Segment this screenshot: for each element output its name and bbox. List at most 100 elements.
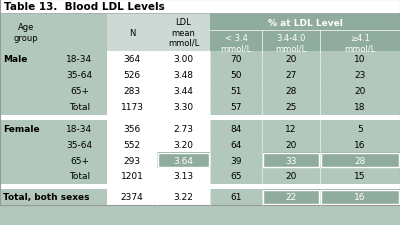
Bar: [262, 68, 320, 84]
Text: 16: 16: [354, 140, 366, 149]
Text: 3.4-4.0
mmol/L: 3.4-4.0 mmol/L: [275, 34, 307, 54]
Text: Table 13.  Blood LDL Levels: Table 13. Blood LDL Levels: [4, 2, 165, 12]
Text: LDL
mean
mmol/L: LDL mean mmol/L: [168, 18, 199, 48]
Text: 25: 25: [285, 103, 297, 112]
Text: 65+: 65+: [70, 87, 89, 96]
Bar: [320, 120, 400, 136]
Bar: [320, 84, 400, 99]
Bar: [320, 52, 400, 68]
Text: Female: Female: [3, 124, 40, 133]
Text: 20: 20: [354, 87, 366, 96]
Text: 65+: 65+: [70, 156, 89, 165]
Text: 27: 27: [285, 71, 297, 80]
Bar: [262, 99, 320, 115]
Text: 65: 65: [230, 172, 242, 181]
Bar: [210, 189, 262, 205]
Text: 12: 12: [285, 124, 297, 133]
Text: 33: 33: [285, 156, 297, 165]
Bar: [262, 152, 320, 168]
Bar: [107, 68, 157, 84]
Bar: [107, 152, 157, 168]
Bar: [262, 136, 320, 152]
Bar: [263, 153, 319, 167]
Bar: [210, 14, 400, 52]
Text: 2.73: 2.73: [174, 124, 194, 133]
Bar: [107, 120, 157, 136]
Text: Total: Total: [69, 103, 90, 112]
Bar: [157, 68, 210, 84]
Bar: [107, 14, 157, 52]
Text: Total: Total: [69, 172, 90, 181]
Text: 3.44: 3.44: [174, 87, 194, 96]
Text: 57: 57: [230, 103, 242, 112]
Bar: [262, 84, 320, 99]
Text: 552: 552: [124, 140, 140, 149]
Text: % at LDL Level: % at LDL Level: [268, 18, 342, 27]
Text: Age
group: Age group: [14, 23, 38, 43]
Bar: [321, 190, 399, 204]
Bar: [320, 168, 400, 184]
Text: 20: 20: [285, 55, 297, 64]
Text: 364: 364: [124, 55, 140, 64]
Bar: [262, 168, 320, 184]
Bar: [157, 168, 210, 184]
Bar: [0, 0, 400, 14]
Bar: [157, 52, 210, 68]
Bar: [0, 205, 400, 225]
Bar: [0, 14, 107, 52]
Bar: [262, 52, 320, 68]
Bar: [158, 153, 209, 167]
Text: 3.64: 3.64: [174, 156, 194, 165]
Text: 3.30: 3.30: [174, 103, 194, 112]
Bar: [107, 99, 157, 115]
Text: 61: 61: [230, 193, 242, 202]
Text: N: N: [129, 28, 135, 37]
Text: 84: 84: [230, 124, 242, 133]
Text: 3.20: 3.20: [174, 140, 194, 149]
Bar: [262, 189, 320, 205]
Text: 3.48: 3.48: [174, 71, 194, 80]
Text: 20: 20: [285, 172, 297, 181]
Text: 35-64: 35-64: [66, 140, 92, 149]
Text: 28: 28: [354, 156, 366, 165]
Bar: [0, 152, 107, 168]
Bar: [107, 136, 157, 152]
Bar: [0, 68, 107, 84]
Bar: [0, 120, 107, 136]
Text: 39: 39: [230, 156, 242, 165]
Bar: [210, 152, 262, 168]
Text: 1201: 1201: [120, 172, 144, 181]
Text: 28: 28: [285, 87, 297, 96]
Bar: [157, 120, 210, 136]
Bar: [320, 189, 400, 205]
Bar: [107, 84, 157, 99]
Text: 526: 526: [124, 71, 140, 80]
Text: 1173: 1173: [120, 103, 144, 112]
Bar: [107, 168, 157, 184]
Text: 18-34: 18-34: [66, 124, 92, 133]
Text: 3.22: 3.22: [174, 193, 194, 202]
Bar: [0, 136, 107, 152]
Text: 16: 16: [354, 193, 366, 202]
Bar: [210, 52, 262, 68]
Bar: [210, 99, 262, 115]
Bar: [210, 120, 262, 136]
Bar: [0, 84, 107, 99]
Bar: [157, 99, 210, 115]
Bar: [0, 115, 400, 120]
Text: 356: 356: [123, 124, 141, 133]
Text: 22: 22: [285, 193, 297, 202]
Text: ≥4.1
mmol/L: ≥4.1 mmol/L: [344, 34, 376, 54]
Text: 70: 70: [230, 55, 242, 64]
Text: Male: Male: [3, 55, 27, 64]
Bar: [157, 152, 210, 168]
Bar: [157, 84, 210, 99]
Text: 50: 50: [230, 71, 242, 80]
Bar: [157, 189, 210, 205]
Bar: [0, 99, 107, 115]
Bar: [320, 152, 400, 168]
Bar: [107, 189, 157, 205]
Text: < 3.4
mmol/L: < 3.4 mmol/L: [220, 34, 252, 54]
Text: 2374: 2374: [121, 193, 143, 202]
Bar: [320, 99, 400, 115]
